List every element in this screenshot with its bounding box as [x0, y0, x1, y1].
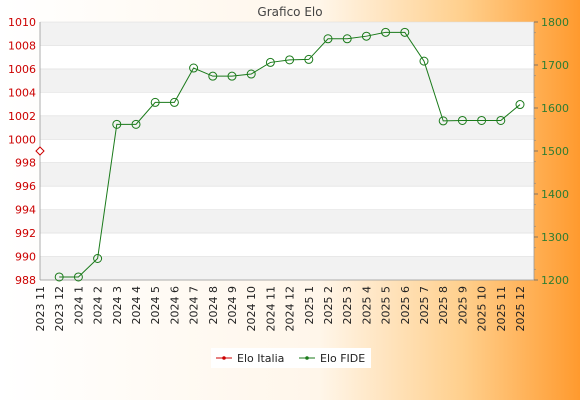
x-tick-label: 2025 4: [360, 286, 373, 325]
grid-bands: [40, 21, 534, 281]
grid-band: [40, 115, 534, 140]
legend-marker-elo-fide: [305, 356, 309, 360]
left-tick-label: 998: [15, 157, 36, 170]
data-point-elo-fide: [265, 57, 275, 67]
x-tick-label: 2024 11: [264, 286, 277, 332]
data-point-elo-fide: [342, 34, 352, 44]
x-tick-label: 2024 7: [188, 286, 201, 325]
x-tick-label: 2023 12: [53, 286, 66, 332]
data-point-elo-fide: [208, 71, 218, 81]
x-tick-label: 2025 2: [322, 286, 335, 325]
data-point-elo-fide: [400, 27, 410, 37]
x-tick-label: 2024 9: [226, 286, 239, 325]
x-tick-label: 2025 9: [456, 286, 469, 325]
x-tick-label: 2024 12: [284, 286, 297, 332]
x-tick-label: 2024 5: [149, 286, 162, 325]
legend: Elo Italia Elo FIDE: [211, 348, 371, 368]
left-tick-label: 1006: [8, 63, 36, 76]
right-tick-label: 1400: [541, 188, 569, 201]
legend-label-elo-fide: Elo FIDE: [320, 352, 365, 365]
data-point-elo-fide: [150, 97, 160, 107]
data-point-elo-fide: [73, 272, 83, 282]
data-point-elo-fide: [54, 272, 64, 282]
left-tick-label: 988: [15, 274, 36, 287]
data-point-elo-fide: [93, 254, 103, 263]
data-point-elo-fide: [438, 116, 448, 126]
right-tick-label: 1500: [541, 145, 569, 158]
data-point-elo-fide: [457, 115, 467, 125]
right-tick-label: 1700: [541, 59, 569, 72]
left-tick-label: 1008: [8, 39, 36, 52]
left-tick-label: 992: [15, 227, 36, 240]
x-tick-label: 2024 6: [168, 286, 181, 325]
left-tick-label: 1000: [8, 133, 36, 146]
x-tick-label: 2025 7: [418, 286, 431, 325]
legend-box: [211, 348, 371, 368]
grid-band: [40, 68, 534, 93]
data-point-elo-fide: [496, 115, 506, 125]
x-tick-label: 2025 8: [437, 286, 450, 325]
x-tick-label: 2025 3: [341, 286, 354, 325]
plot-area: [40, 22, 534, 280]
right-tick-label: 1300: [541, 231, 569, 244]
data-point-elo-fide: [112, 119, 122, 129]
left-tick-label: 1010: [8, 16, 36, 29]
data-point-elo-fide: [189, 63, 199, 73]
x-tick-label: 2024 3: [111, 286, 124, 325]
chart-title: Grafico Elo: [257, 5, 322, 19]
data-point-elo-fide: [169, 97, 179, 107]
x-tick-label: 2024 4: [130, 286, 143, 325]
data-point-elo-fide: [361, 31, 371, 41]
x-tick-label: 2024 2: [92, 286, 105, 325]
data-point-elo-fide: [304, 54, 314, 64]
x-axis: 2023 11 2023 12 2024 1 2024 2 2024 3 2024 4 20…: [34, 279, 534, 332]
data-point-elo-fide: [419, 56, 429, 66]
x-tick-label: 2025 10: [476, 286, 489, 332]
x-tick-label: 2025 5: [380, 286, 393, 325]
right-tick-label: 1800: [541, 16, 569, 29]
left-tick-label: 990: [15, 251, 36, 264]
data-point-elo-fide: [381, 27, 391, 37]
x-tick-label: 2024 8: [207, 286, 220, 325]
right-tick-label: 1200: [541, 274, 569, 287]
left-tick-label: 1002: [8, 110, 36, 123]
data-point-elo-fide: [131, 119, 141, 129]
x-tick-label: 2025 1: [303, 286, 316, 325]
x-tick-label: 2025 11: [495, 286, 508, 332]
legend-label-elo-italia: Elo Italia: [237, 352, 284, 365]
right-axis: 1200 1300 1400 1500 1600 1700 1800: [533, 16, 569, 287]
data-point-elo-fide: [477, 115, 487, 125]
data-point-elo-fide: [227, 71, 237, 81]
right-tick-label: 1600: [541, 102, 569, 115]
left-tick-label: 994: [15, 204, 36, 217]
grid-band: [40, 162, 534, 187]
grid-band: [40, 209, 534, 234]
x-tick-label: 2023 11: [34, 286, 47, 332]
data-point-elo-fide: [285, 55, 295, 65]
series-layer: [35, 27, 525, 282]
grid-band: [40, 256, 534, 280]
data-point-elo-fide: [246, 69, 256, 79]
left-tick-label: 996: [15, 180, 36, 193]
series-line-elo-fide: [59, 31, 521, 278]
data-point-elo-fide: [323, 34, 333, 44]
data-point-elo-italia: [35, 146, 45, 156]
x-tick-label: 2025 6: [399, 286, 412, 325]
left-axis: 988 990 992 994 996 998 1000 1002 1004 1006 1008 10…: [8, 16, 41, 287]
x-tick-label: 2024 10: [245, 286, 258, 332]
x-tick-label: 2024 1: [72, 286, 85, 325]
left-tick-label: 1004: [8, 86, 36, 99]
grid-band: [40, 22, 534, 46]
data-point-elo-fide: [515, 100, 525, 110]
legend-marker-elo-italia: [222, 356, 226, 360]
x-tick-label: 2025 12: [514, 286, 527, 332]
